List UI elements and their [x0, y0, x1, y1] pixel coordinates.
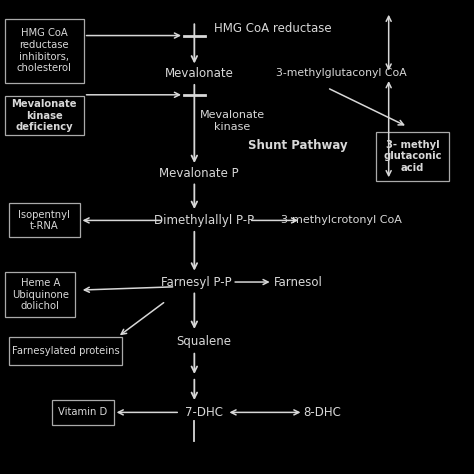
Text: Mevalonate
kinase
deficiency: Mevalonate kinase deficiency [11, 99, 77, 132]
Text: Squalene: Squalene [176, 335, 231, 348]
FancyBboxPatch shape [4, 19, 83, 83]
FancyBboxPatch shape [4, 96, 83, 135]
Text: 3-methylcrotonyl CoA: 3-methylcrotonyl CoA [281, 215, 402, 226]
Text: 8-DHC: 8-DHC [303, 406, 341, 419]
Text: 7-DHC: 7-DHC [185, 406, 223, 419]
Text: Heme A
Ubiquinone
dolichol: Heme A Ubiquinone dolichol [12, 278, 69, 311]
Text: HMG CoA reductase: HMG CoA reductase [214, 22, 331, 35]
Text: Farnesyl P-P: Farnesyl P-P [162, 275, 232, 289]
Text: Farnesol: Farnesol [274, 275, 323, 289]
FancyBboxPatch shape [9, 203, 80, 237]
Text: Isopentnyl
t-RNA: Isopentnyl t-RNA [18, 210, 70, 231]
Text: HMG CoA
reductase
inhibitors,
cholesterol: HMG CoA reductase inhibitors, cholestero… [17, 28, 72, 73]
Text: 3- methyl
glutaconic
acid: 3- methyl glutaconic acid [383, 140, 442, 173]
Text: Mevalonate
kinase: Mevalonate kinase [200, 110, 265, 132]
Text: Farnesylated proteins: Farnesylated proteins [11, 346, 119, 356]
FancyBboxPatch shape [375, 131, 449, 181]
Text: Dimethylallyl P-P: Dimethylallyl P-P [154, 214, 254, 227]
FancyBboxPatch shape [6, 272, 75, 318]
Text: Mevalonate: Mevalonate [164, 67, 234, 80]
FancyBboxPatch shape [9, 337, 122, 365]
Text: 3-methylglutaconyl CoA: 3-methylglutaconyl CoA [276, 68, 407, 79]
Text: Vitamin D: Vitamin D [58, 407, 108, 418]
FancyBboxPatch shape [52, 400, 114, 425]
Text: Mevalonate P: Mevalonate P [159, 166, 239, 180]
Text: Shunt Pathway: Shunt Pathway [248, 139, 347, 152]
